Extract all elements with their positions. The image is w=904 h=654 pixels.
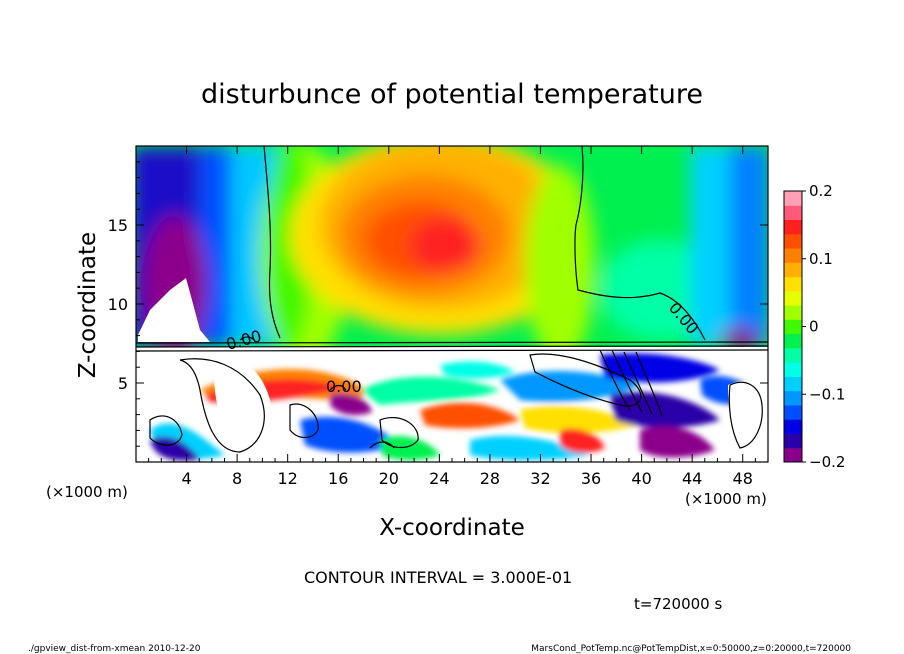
heatmap-plot-area: 0.00 0.00 0.00 [136, 146, 768, 462]
chart-title: disturbunce of potential temperature [201, 79, 703, 110]
x-axis: 4 8 12 16 20 24 28 32 36 40 44 48 [148, 146, 756, 488]
x-axis-title: X-coordinate [379, 515, 525, 541]
colorbar-swatch [784, 319, 802, 335]
colorbar-tick-label: 0.1 [809, 250, 833, 268]
colorbar-tick-label: 0 [809, 318, 819, 336]
footer-left: ./gpview_dist-from-xmean 2010-12-20 [28, 644, 201, 654]
footer-right: MarsCond_PotTemp.nc@PotTempDist,x=0:5000… [531, 644, 851, 654]
x-tick-label: 36 [581, 469, 601, 488]
x-tick-label: 32 [530, 469, 550, 488]
time-label: t=720000 s [634, 595, 722, 613]
colorbar-swatch [784, 305, 802, 320]
white-region-lower-left [214, 358, 272, 455]
x-tick-label: 16 [328, 469, 348, 488]
colorbar [784, 191, 802, 463]
colorbar-tick-label: 0.2 [809, 182, 833, 200]
y-tick-label: 15 [108, 216, 128, 235]
y-axis-title: Z-coordinate [75, 232, 101, 378]
x-tick-label: 8 [232, 469, 242, 488]
colorbar-swatch [784, 191, 802, 206]
colorbar-swatch [784, 205, 802, 221]
x-tick-label: 40 [631, 469, 651, 488]
white-region-lower-right [728, 380, 768, 455]
white-region-left [138, 278, 210, 342]
x-tick-label: 24 [429, 469, 449, 488]
x-tick-label: 44 [682, 469, 702, 488]
x-unit-label-right: (×1000 m) [685, 490, 767, 508]
colorbar-swatch [784, 347, 802, 363]
colorbar-swatch [784, 276, 802, 292]
colorbar-tick-label: −0.1 [809, 385, 845, 403]
colorbar-swatch [784, 262, 802, 278]
x-tick-label: 28 [480, 469, 500, 488]
contour-lines [136, 146, 768, 453]
contour-interval-label: CONTOUR INTERVAL = 3.000E-01 [304, 568, 572, 587]
contour-label: 0.00 [326, 377, 362, 396]
colorbar-swatch [784, 233, 802, 249]
y-tick-label: 5 [118, 374, 128, 393]
colorbar-swatch [784, 362, 802, 377]
colorbar-swatch [784, 404, 802, 420]
x-tick-label: 48 [733, 469, 753, 488]
x-tick-label: 20 [379, 469, 399, 488]
colorbar-tick-label: −0.2 [809, 453, 845, 471]
y-tick-label: 10 [108, 295, 128, 314]
colorbar-swatch [784, 419, 802, 434]
x-tick-label: 4 [181, 469, 191, 488]
colorbar-swatch [784, 390, 802, 406]
colorbar-swatch [784, 248, 802, 263]
colorbar-swatch [784, 447, 802, 463]
x-tick-label: 12 [278, 469, 298, 488]
colorbar-swatch [784, 333, 802, 349]
colorbar-swatch [784, 433, 802, 449]
colorbar-swatch [784, 290, 802, 306]
colorbar-swatch [784, 376, 802, 392]
y-axis: 5 10 15 [108, 161, 768, 447]
colorbar-ticks: 0.2 0.1 0 −0.1 −0.2 [802, 182, 845, 471]
x-unit-label: (×1000 m) [46, 483, 128, 501]
colorbar-swatch [784, 219, 802, 235]
